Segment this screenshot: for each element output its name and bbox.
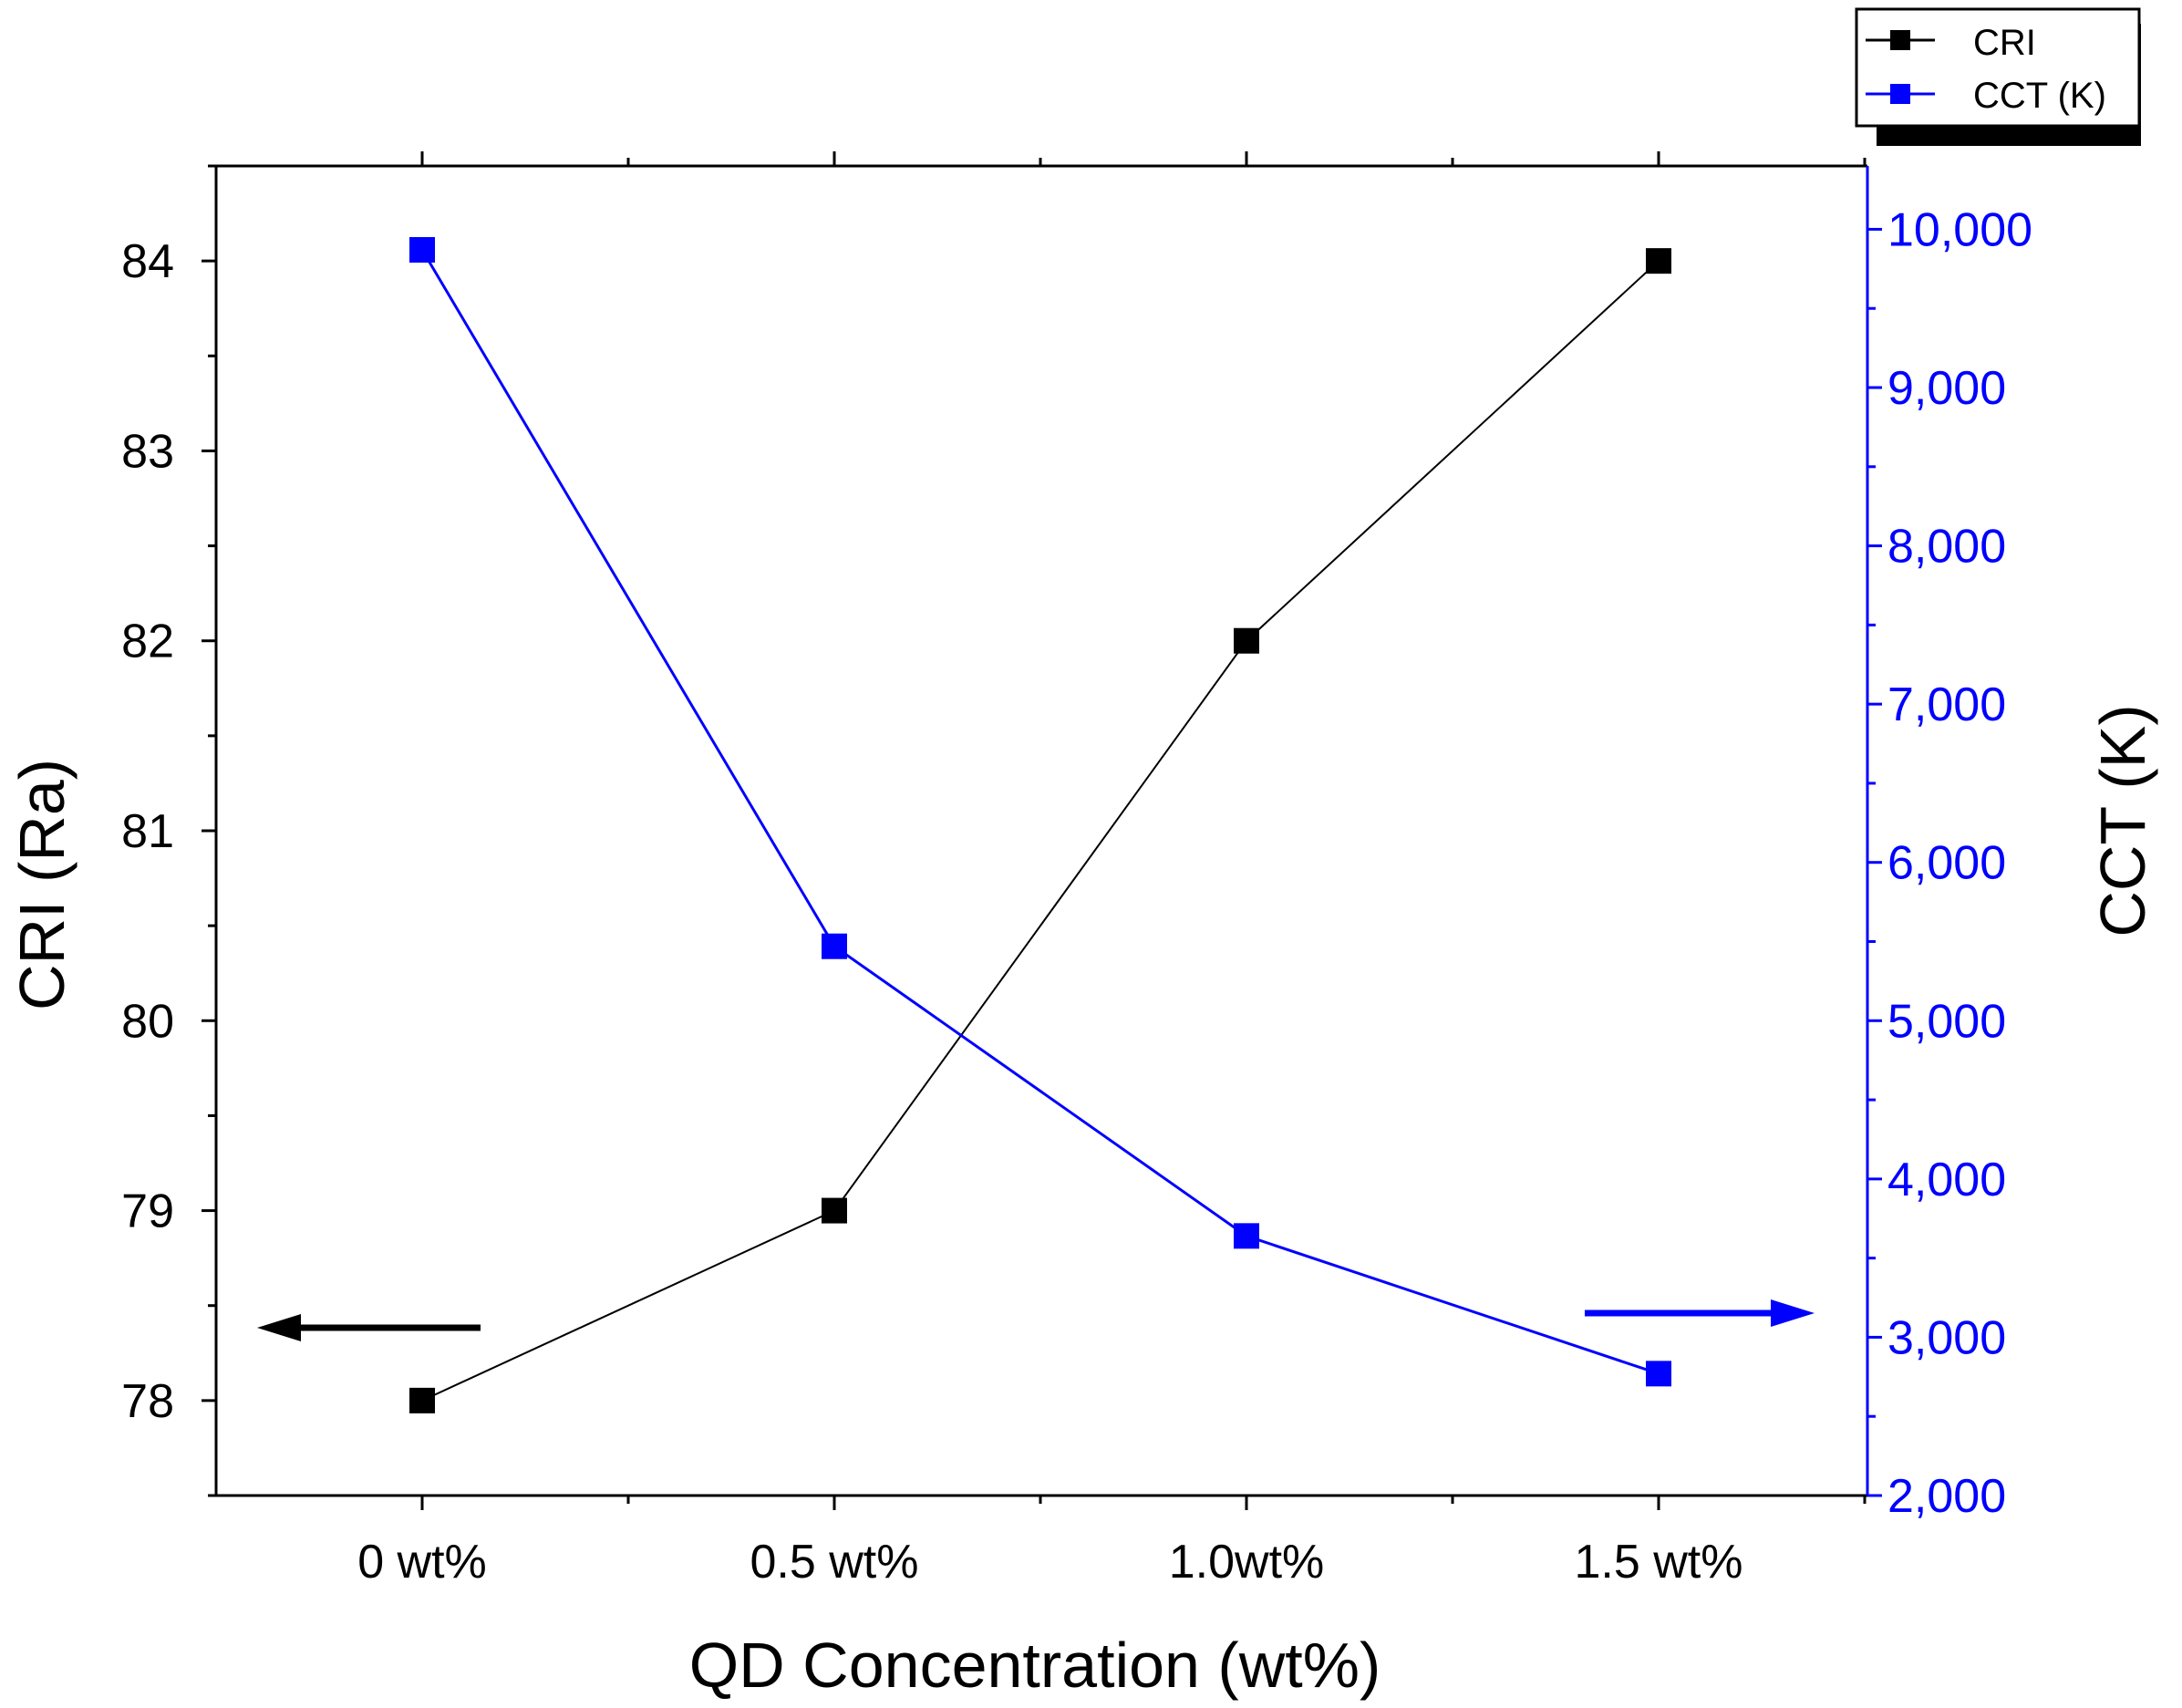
legend-label-cri: CRI (1973, 23, 2036, 63)
y-right-tick-label: 2,000 (1887, 1470, 2006, 1523)
series-line-cri (421, 260, 1660, 1402)
series-layer (409, 236, 1671, 1413)
y-right-tick-label: 8,000 (1887, 521, 2006, 574)
axis-arrows (257, 1299, 1815, 1341)
legend-entry-cri: CRI (1866, 23, 2036, 63)
y-right-tick-label: 9,000 (1887, 362, 2006, 415)
x-axis: 0 wt% 0.5 wt% 1.0wt% 1.5 wt% (357, 151, 1867, 1589)
y-axis-left-label: CRI (Ra) (6, 759, 78, 1010)
legend-swatch-marker (1890, 84, 1910, 104)
data-point-cct (409, 236, 435, 263)
x-tick-label: 1.0wt% (1169, 1536, 1325, 1589)
y-axis-left: 78 79 80 81 82 83 84 (121, 164, 216, 1497)
data-point-cct (1234, 1223, 1259, 1249)
y-left-tick-label: 84 (121, 235, 174, 288)
data-point-cri (1234, 627, 1259, 654)
y-axis-right: 2,000 3,000 4,000 5,000 6,000 7,000 8,000 9,000… (1867, 203, 2032, 1523)
data-point-cri (1646, 248, 1671, 274)
series-line-cct (420, 249, 1660, 1375)
y-axis-right-label: CCT (K) (2087, 704, 2158, 937)
plot-frame (214, 164, 1869, 1497)
y-right-tick-label: 5,000 (1887, 995, 2006, 1048)
data-point-cct (822, 933, 847, 959)
y-right-tick-label: 7,000 (1887, 678, 2006, 731)
legend-swatch-marker (1890, 30, 1910, 50)
y-left-tick-label: 82 (121, 616, 174, 668)
y-left-tick-label: 79 (121, 1185, 174, 1238)
y-left-tick-label: 81 (121, 805, 174, 858)
legend-box (1855, 7, 2141, 128)
y-left-tick-label: 78 (121, 1375, 174, 1428)
legend-label-cct: CCT (K) (1973, 76, 2106, 116)
y-left-tick-label: 80 (121, 995, 174, 1048)
arrow-right-head (1771, 1299, 1815, 1327)
y-left-tick-label: 83 (121, 425, 174, 478)
y-right-tick-label: 3,000 (1887, 1311, 2006, 1364)
y-right-tick-label: 4,000 (1887, 1154, 2006, 1206)
legend-entry-cct: CCT (K) (1866, 76, 2106, 116)
data-point-cri (409, 1387, 435, 1413)
x-axis-label: QD Concentration (wt%) (689, 1630, 1381, 1701)
x-tick-label: 0.5 wt% (750, 1536, 919, 1589)
y-right-tick-label: 10,000 (1887, 203, 2032, 256)
y-right-tick-label: 6,000 (1887, 837, 2006, 890)
x-tick-label: 0 wt% (357, 1536, 487, 1589)
legend: CRI CCT (K) (1855, 7, 2141, 146)
data-point-cct (1646, 1361, 1671, 1387)
arrow-left-head (257, 1314, 301, 1341)
x-tick-label: 1.5 wt% (1575, 1536, 1743, 1589)
data-point-cri (822, 1197, 847, 1224)
